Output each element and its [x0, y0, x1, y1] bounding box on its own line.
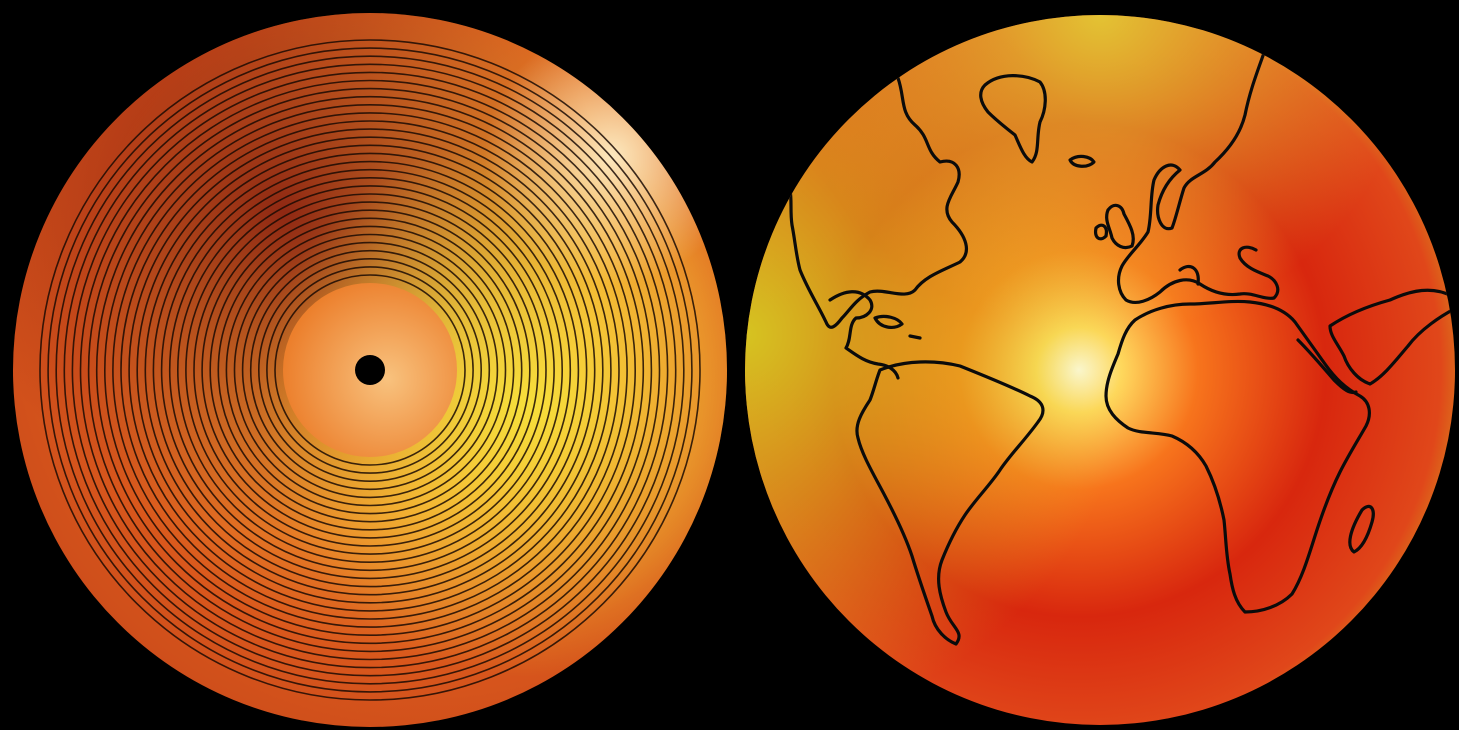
europe-outline	[1116, 48, 1280, 305]
caribbean-outline	[873, 314, 904, 329]
madagascar-outline	[1348, 504, 1375, 554]
record-groove	[87, 87, 653, 653]
record-groove	[241, 241, 499, 499]
record-groove	[47, 47, 693, 693]
record-groove	[63, 63, 677, 677]
record-groove	[103, 103, 637, 637]
south-america-outline	[855, 360, 1045, 646]
record-grooves	[39, 39, 701, 701]
record-groove	[144, 144, 596, 596]
record-groove	[112, 112, 628, 628]
central-america-outline	[828, 290, 900, 380]
record-groove	[95, 95, 645, 645]
vinyl-record	[13, 13, 727, 727]
record-groove	[266, 266, 474, 474]
record-groove	[274, 274, 466, 466]
greenland-outline	[979, 74, 1047, 164]
record-groove	[55, 55, 685, 685]
record-groove	[225, 225, 515, 515]
record-groove	[201, 201, 539, 539]
record-groove	[136, 136, 604, 604]
record-groove	[168, 168, 572, 572]
record-groove	[120, 120, 620, 620]
record-groove	[209, 209, 531, 531]
globe	[745, 15, 1455, 725]
iceland-outline	[1068, 154, 1096, 168]
record-groove	[233, 233, 507, 507]
british-isles-outline	[1105, 203, 1135, 250]
arabia-outline	[1296, 338, 1358, 395]
north-america-outline	[788, 76, 969, 329]
record-groove	[177, 177, 563, 563]
record-groove	[160, 160, 580, 580]
record-groove	[185, 185, 555, 555]
record-groove	[39, 39, 701, 701]
record-groove	[257, 257, 482, 482]
africa-outline	[1104, 299, 1371, 614]
record-groove	[249, 249, 491, 491]
record-groove	[79, 79, 661, 661]
record-groove	[217, 217, 523, 523]
record-groove	[128, 128, 612, 612]
spindle-hole	[355, 355, 385, 385]
record-groove	[152, 152, 588, 588]
record-groove	[193, 193, 547, 547]
record-groove	[71, 71, 669, 669]
